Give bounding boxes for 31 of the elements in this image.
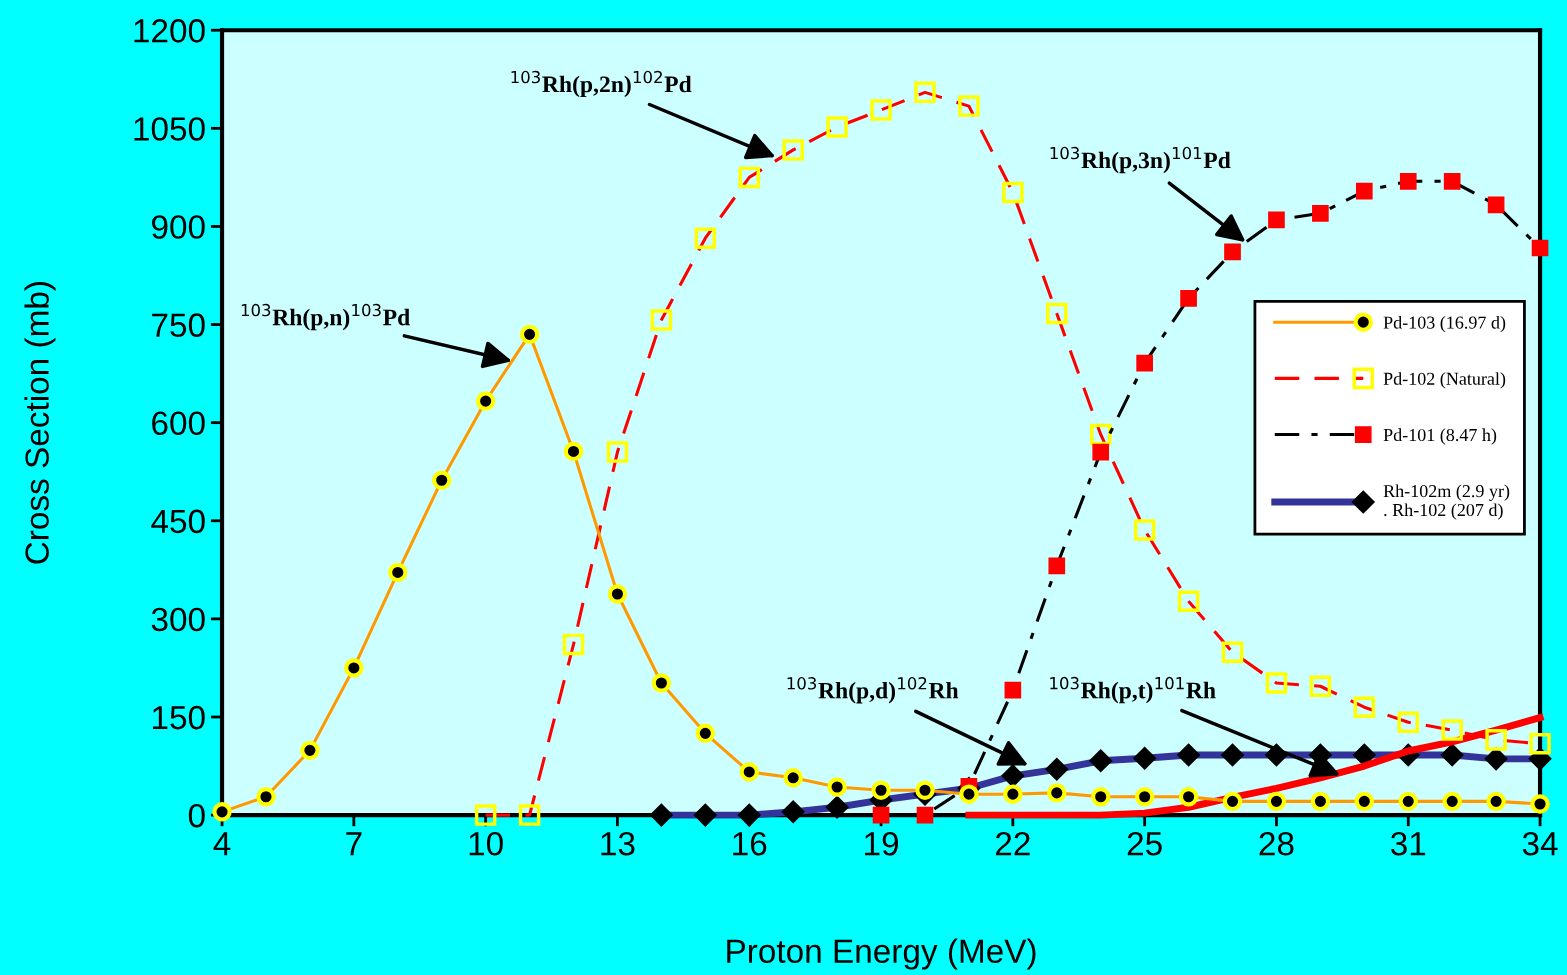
y-tick-label: 750 <box>152 313 205 337</box>
annotation: $^{103}$Rh(p,n)$^{103}$Pd <box>241 303 410 331</box>
y-tick-label: 150 <box>153 705 205 730</box>
y-tick-label: 0 <box>188 803 205 828</box>
x-tick-label: 10 <box>469 831 503 856</box>
y-tick-label: 300 <box>151 607 205 632</box>
x-tick-label: 16 <box>733 831 767 856</box>
x-tick-label: 28 <box>1259 831 1294 856</box>
annotation: $^{103}$Rh(p,t)$^{101}$Rh <box>1050 676 1216 704</box>
y-tick-label: 900 <box>152 215 205 239</box>
legend-label: Rh-102m (2.9 yr) . Rh-102 (207 d) <box>1383 484 1510 520</box>
y-tick-label: 1200 <box>134 19 205 43</box>
x-tick-label: 31 <box>1390 831 1426 856</box>
y-axis-title: Cross Section (mb) <box>24 282 56 564</box>
annotation: $^{103}$Rh(p,d)$^{102}$Rh <box>787 677 959 704</box>
x-tick-label: 22 <box>995 831 1030 856</box>
y-tick-label: 450 <box>151 509 205 534</box>
y-tick-label: 600 <box>152 411 205 436</box>
x-tick-label: 19 <box>865 831 899 856</box>
x-tick-label: 34 <box>1522 831 1558 856</box>
legend-label: Pd-101 (8.47 h) <box>1383 428 1497 445</box>
y-tick-label: 1050 <box>134 117 205 141</box>
x-tick-label: 13 <box>601 831 635 856</box>
x-tick-label: 7 <box>346 832 362 856</box>
x-tick-label: 25 <box>1127 831 1162 856</box>
legend-label: Pd-103 (16.97 d) <box>1383 315 1506 333</box>
annotation: $^{103}$Rh(p,3n)$^{101}$Pd <box>1050 146 1231 174</box>
annotation: $^{103}$Rh(p,2n)$^{102}$Pd <box>511 70 692 98</box>
x-tick-label: 4 <box>213 832 231 856</box>
x-axis-title: Proton Energy (MeV) <box>727 938 1036 970</box>
legend-label: Pd-102 (Natural) <box>1383 372 1506 389</box>
